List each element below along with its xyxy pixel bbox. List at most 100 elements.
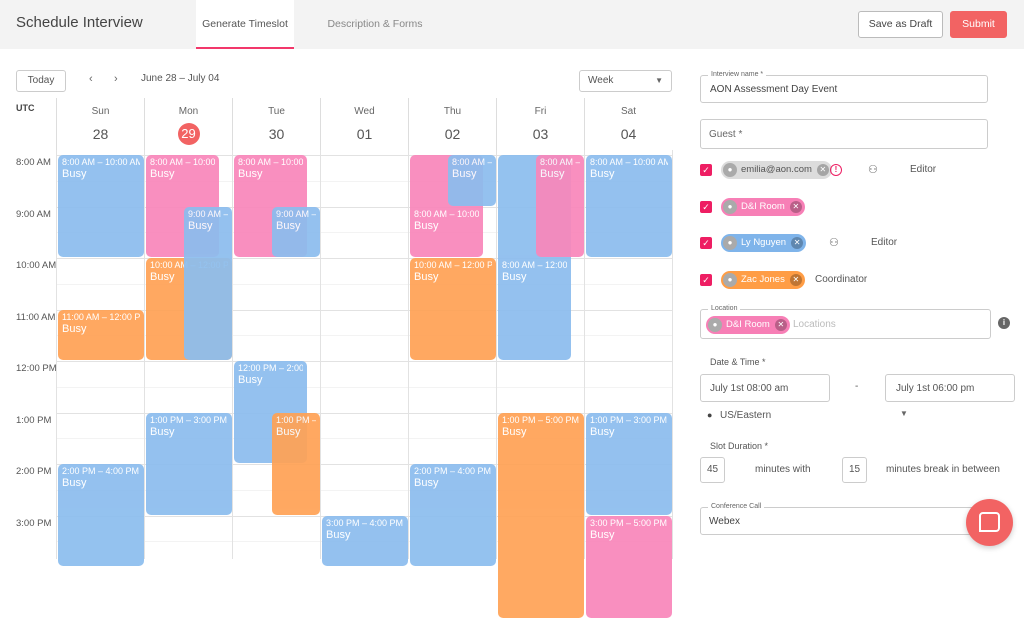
break-text: minutes break in between <box>886 464 1000 475</box>
person-icon[interactable]: ⚇ <box>829 237 839 249</box>
person-icon[interactable]: ⚇ <box>868 164 878 176</box>
remove-icon[interactable]: ✕ <box>774 319 787 331</box>
guest-role[interactable]: Editor <box>871 237 898 248</box>
event-block[interactable]: 1:00 PM – 5:00 PM Busy <box>498 412 584 618</box>
remove-icon[interactable]: ✕ <box>816 164 829 176</box>
calendar-grid[interactable]: 8:00 AM 9:00 AM 10:00 AM 11:00 AM 12:00 PM 1:… <box>0 150 673 618</box>
chat-button[interactable] <box>966 499 1013 546</box>
guest-role[interactable]: Editor <box>910 164 937 175</box>
half-hour-line <box>56 335 672 337</box>
day-header[interactable]: Tue 30 <box>232 98 320 150</box>
day-column-line <box>584 150 585 559</box>
guest-chip[interactable]: ● Zac Jones ✕ <box>721 271 805 289</box>
end-datetime-input[interactable]: July 1st 06:00 pm <box>885 374 1015 402</box>
tab-generate-timeslot[interactable]: Generate Timeslot <box>196 0 294 49</box>
guest-input[interactable]: Guest * <box>700 119 988 149</box>
timezone-select[interactable]: US/Eastern <box>720 410 772 421</box>
remove-icon[interactable]: ✕ <box>789 274 802 286</box>
conference-label: Conference Call <box>708 503 765 510</box>
remove-icon[interactable]: ✕ <box>789 201 802 213</box>
half-hour-line <box>56 232 672 234</box>
day-header[interactable]: Wed 01 <box>320 98 408 150</box>
tab-description-forms[interactable]: Description & Forms <box>327 18 423 30</box>
guest-name: D&I Room <box>741 201 785 212</box>
guest-checkbox[interactable]: ✓ <box>700 201 712 213</box>
view-select[interactable]: Week ▼ <box>579 70 672 92</box>
chat-icon <box>979 512 1000 532</box>
conference-call-select[interactable]: Conference Call Webex <box>700 503 985 535</box>
next-week-button[interactable]: › <box>114 73 118 85</box>
submit-button[interactable]: Submit <box>950 11 1007 38</box>
guest-name: Ly Nguyen <box>741 237 787 248</box>
info-icon[interactable]: i <box>998 317 1010 329</box>
event-time: 8:00 AM – 10:00 AM <box>414 208 479 219</box>
guest-chip[interactable]: ● Ly Nguyen ✕ <box>721 234 807 252</box>
event-time: 8:00 AM – 9:00 AM <box>452 157 492 167</box>
event-title: Busy <box>326 528 351 541</box>
location-chip[interactable]: ● D&I Room ✕ <box>706 316 790 334</box>
break-minutes-input[interactable]: 15 <box>842 457 867 483</box>
save-draft-button[interactable]: Save as Draft <box>858 11 943 38</box>
guest-checkbox[interactable]: ✓ <box>700 274 712 286</box>
guest-name: Zac Jones <box>741 274 785 285</box>
guest-checkbox[interactable]: ✓ <box>700 164 712 176</box>
day-header[interactable]: Mon 29 <box>144 98 232 150</box>
guest-checkbox[interactable]: ✓ <box>700 237 712 249</box>
day-name: Sun <box>91 106 110 117</box>
top-bar <box>0 0 1024 49</box>
day-number: 29 <box>177 123 200 145</box>
today-button[interactable]: Today <box>16 70 66 92</box>
guest-chip[interactable]: ● D&I Room ✕ <box>721 198 805 216</box>
time-label: 12:00 PM <box>16 363 57 374</box>
day-header[interactable]: Thu 02 <box>408 98 496 150</box>
globe-icon: ● <box>707 410 713 420</box>
time-label: 2:00 PM <box>16 466 52 477</box>
location-placeholder: Locations <box>793 319 836 330</box>
location-field[interactable]: Location ● D&I Room ✕ Locations <box>700 305 991 339</box>
hour-line <box>56 464 672 465</box>
avatar: ● <box>723 200 737 214</box>
start-datetime-input[interactable]: July 1st 08:00 am <box>700 374 830 402</box>
day-header[interactable]: Fri 03 <box>496 98 584 150</box>
chevron-down-icon[interactable]: ▼ <box>900 409 908 418</box>
guest-role[interactable]: Coordinator <box>815 274 868 285</box>
guest-chip[interactable]: ● emilia@aon.com ✕ <box>721 161 832 179</box>
event-title: Busy <box>276 219 301 232</box>
hour-line <box>56 206 672 208</box>
day-column-line <box>144 150 145 559</box>
event-title: Busy <box>150 425 175 438</box>
slot-minutes-value: 45 <box>706 464 719 475</box>
prev-week-button[interactable]: ‹ <box>89 73 93 85</box>
day-header[interactable]: Sun 28 <box>56 98 144 150</box>
event-block[interactable]: 2:00 PM – 4:00 PM Busy <box>58 464 144 566</box>
slot-minutes-input[interactable]: 45 <box>700 457 725 483</box>
event-block[interactable]: 3:00 PM – 5:00 PM Busy <box>586 515 672 618</box>
view-value: Week <box>588 75 614 86</box>
day-number: 02 <box>444 126 461 142</box>
date-range: June 28 – July 04 <box>141 73 220 84</box>
event-title: Busy <box>414 477 439 489</box>
remove-icon[interactable]: ✕ <box>791 237 804 249</box>
day-column-line <box>496 150 497 559</box>
time-label: 3:00 PM <box>16 517 52 529</box>
event-block[interactable]: 11:00 AM – 12:00 PM Busy <box>58 309 144 360</box>
day-header[interactable]: Sat 04 <box>584 98 672 150</box>
day-number: 28 <box>92 126 109 142</box>
event-time: 8:00 AM – 10:00 AM <box>540 157 580 167</box>
event-block[interactable]: 3:00 PM – 4:00 PM Busy <box>322 515 408 566</box>
day-column-line <box>408 150 409 559</box>
event-block[interactable]: 2:00 PM – 4:00 PM Busy <box>410 464 496 566</box>
interview-name-field[interactable]: Interview name * AON Assessment Day Even… <box>700 71 988 103</box>
event-title: Busy <box>502 425 527 438</box>
